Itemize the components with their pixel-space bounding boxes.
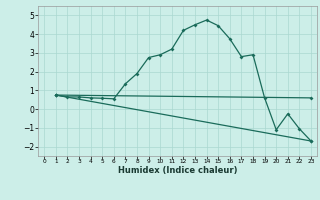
X-axis label: Humidex (Indice chaleur): Humidex (Indice chaleur) <box>118 166 237 175</box>
